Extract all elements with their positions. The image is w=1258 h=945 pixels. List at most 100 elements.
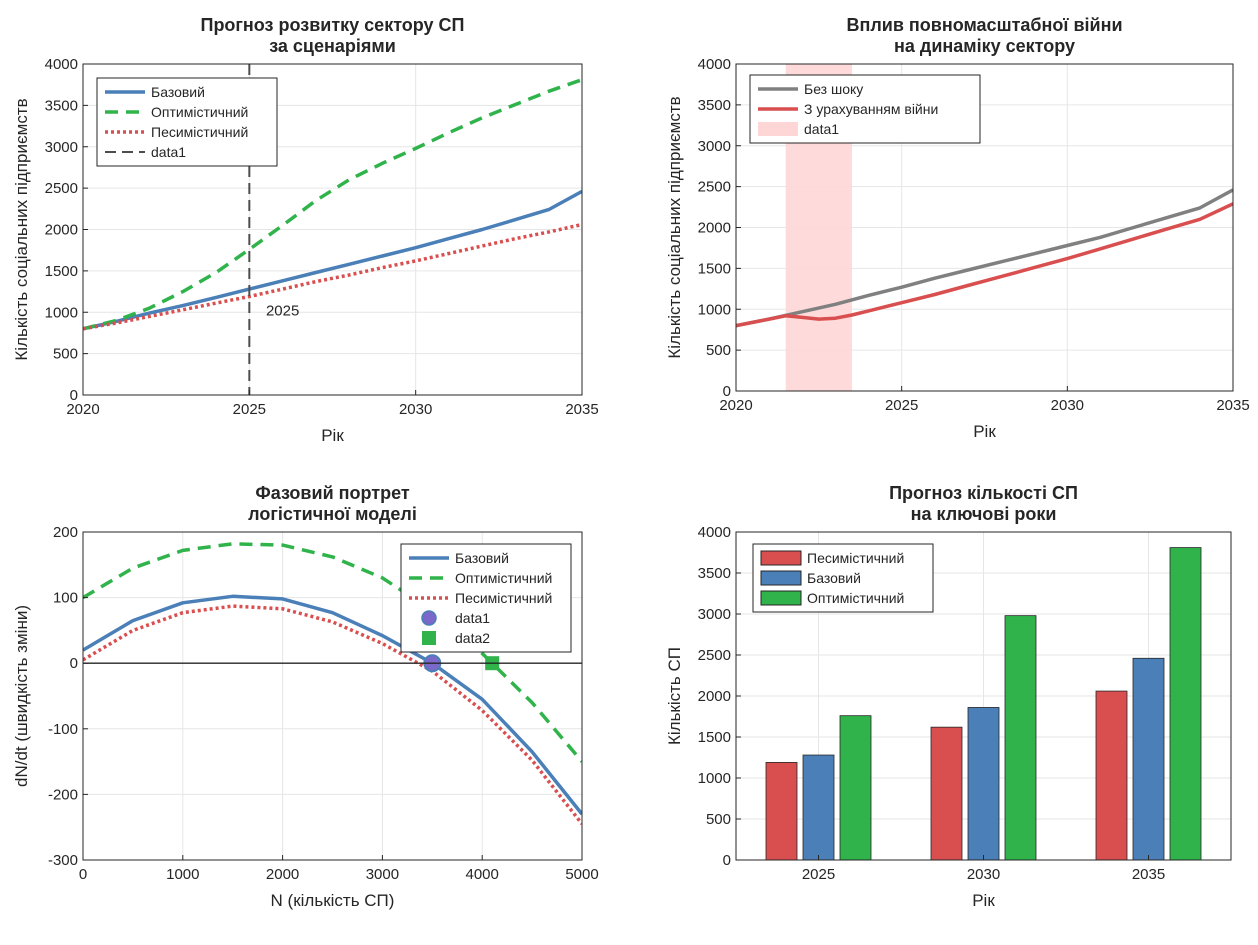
- legend: Без шоку З урахуванням війни data1: [749, 74, 981, 144]
- chart-3: 0 1000 2000 3000 4000 5000 -300 -200 -100 0 100 200…: [12, 483, 599, 910]
- bar: [930, 726, 963, 861]
- x-tick-label: 2030: [399, 401, 432, 418]
- x-tick-label: 2025: [802, 866, 835, 883]
- legend-label: З урахуванням війни: [804, 101, 938, 117]
- legend-item: data2: [422, 630, 490, 646]
- legend-swatch: [422, 631, 436, 645]
- legend-label: data1: [151, 144, 186, 160]
- legend: Базовий Оптимістичний Песимістичний data1: [96, 77, 278, 167]
- legend-item: Оптимістичний: [760, 590, 904, 606]
- y-tick-label: 3000: [698, 138, 731, 155]
- y-tick-label: 2500: [698, 647, 731, 664]
- series-line-2: [83, 222, 582, 331]
- y-tick-label: -100: [48, 721, 78, 738]
- legend-item: data1: [758, 121, 839, 137]
- y-axis-label: Кількість соціальних підприємств: [12, 98, 31, 360]
- y-tick-label: 2000: [698, 688, 731, 705]
- x-tick-label: 2035: [565, 401, 598, 418]
- y-tick-label: 100: [53, 590, 78, 607]
- y-tick-label: 500: [706, 811, 731, 828]
- legend-label: Песимістичний: [455, 590, 552, 606]
- legend-item: Песимістичний: [760, 550, 904, 566]
- legend-item: Песимістичний: [105, 124, 248, 140]
- bar: [839, 715, 872, 861]
- chart-title-line2: на ключові роки: [911, 504, 1057, 524]
- chart-1: 2025 2020 2025 2030 2035 0 500 1000 1500 2000 2500…: [12, 15, 599, 445]
- x-tick-label: 5000: [565, 866, 598, 883]
- chart-title-line1: Вплив повномасштабної війни: [846, 15, 1122, 35]
- chart-title-line2: логістичної моделі: [248, 504, 417, 524]
- legend-label: data1: [455, 610, 490, 626]
- legend-swatch: [760, 570, 802, 586]
- legend-label: Песимістичний: [807, 550, 904, 566]
- y-tick-label: 500: [706, 342, 731, 359]
- y-tick-label: 4000: [698, 524, 731, 541]
- series-layer: [83, 542, 582, 825]
- legend-item: Без шоку: [758, 81, 863, 97]
- y-axis-label: Кількість СП: [665, 647, 684, 745]
- y-axis-label: dN/dt (швидкість зміни): [12, 605, 31, 787]
- y-tick-label: 2500: [698, 179, 731, 196]
- bar: [1132, 657, 1165, 861]
- y-tick-label: 3500: [698, 565, 731, 582]
- bar: [802, 754, 835, 861]
- x-tick-label: 2020: [66, 401, 99, 418]
- x-tick-label: 4000: [466, 866, 499, 883]
- annotation-label: 2025: [266, 303, 299, 320]
- series-line-0: [83, 594, 582, 816]
- series-line-1: [83, 78, 582, 331]
- legend-swatch: [760, 550, 802, 566]
- y-axis-label: Кількість соціальних підприємств: [665, 96, 684, 358]
- legend-item: Оптимістичний: [409, 570, 552, 586]
- x-tick-label: 1000: [166, 866, 199, 883]
- x-tick-label: 2030: [967, 866, 1000, 883]
- y-tick-label: 2000: [698, 220, 731, 237]
- x-axis-label: Рік: [972, 891, 995, 910]
- legend-item: data1: [421, 610, 490, 626]
- y-tick-label: 0: [70, 387, 78, 404]
- legend-item: Базовий: [105, 84, 205, 100]
- x-tick-label: 2035: [1216, 397, 1249, 414]
- y-tick-label: -200: [48, 786, 78, 803]
- x-axis-label: N (кількість СП): [271, 891, 395, 910]
- y-tick-label: 3000: [45, 139, 78, 156]
- legend: Песимістичний Базовий Оптимістичний: [752, 543, 934, 613]
- legend-swatch: [421, 610, 437, 626]
- bar: [1004, 615, 1037, 861]
- chart-title-line1: Прогноз розвитку сектору СП: [201, 15, 465, 35]
- bar: [967, 707, 1000, 861]
- y-tick-label: 1000: [698, 770, 731, 787]
- x-axis-label: Рік: [973, 422, 996, 441]
- y-tick-label: 500: [53, 346, 78, 363]
- y-tick-label: 3500: [45, 97, 78, 114]
- y-tick-label: -300: [48, 852, 78, 869]
- legend-label: Оптимістичний: [455, 570, 552, 586]
- legend-item: Песимістичний: [409, 590, 552, 606]
- legend-item: data1: [105, 144, 186, 160]
- legend-item: Базовий: [409, 550, 509, 566]
- x-tick-label: 2035: [1132, 866, 1165, 883]
- legend-label: Оптимістичний: [151, 104, 248, 120]
- legend-label: Базовий: [455, 550, 509, 566]
- legend-label: Базовий: [807, 570, 861, 586]
- legend-label: Оптимістичний: [807, 590, 904, 606]
- y-tick-label: 0: [70, 655, 78, 672]
- bar: [1095, 690, 1128, 861]
- chart-title-line1: Фазовий портрет: [255, 483, 409, 503]
- y-tick-label: 0: [723, 852, 731, 869]
- bar: [765, 762, 798, 861]
- legend-swatch: [760, 590, 802, 606]
- x-tick-label: 3000: [366, 866, 399, 883]
- legend-label: data2: [455, 630, 490, 646]
- x-tick-label: 0: [79, 866, 87, 883]
- series-line-0: [736, 188, 1233, 328]
- y-tick-label: 3000: [698, 606, 731, 623]
- y-tick-label: 1500: [698, 729, 731, 746]
- y-tick-label: 1000: [698, 301, 731, 318]
- bar: [1169, 547, 1202, 861]
- y-tick-label: 4000: [45, 56, 78, 73]
- chart-title-line2: на динаміку сектору: [894, 36, 1075, 56]
- y-tick-label: 4000: [698, 56, 731, 73]
- y-tick-label: 1500: [698, 260, 731, 277]
- axes-box: [82, 531, 583, 861]
